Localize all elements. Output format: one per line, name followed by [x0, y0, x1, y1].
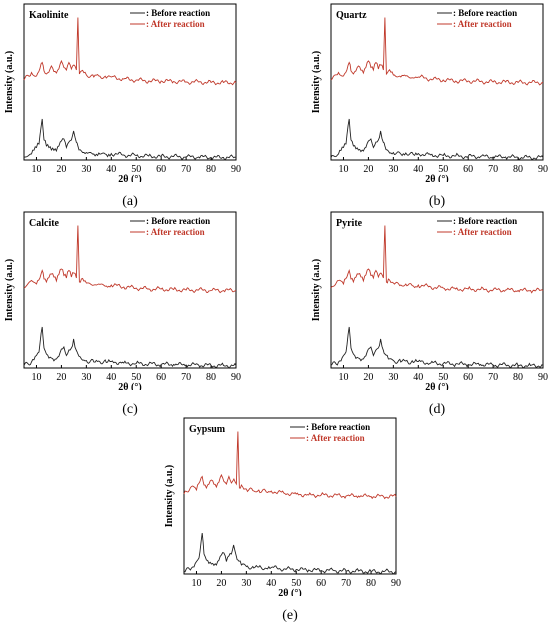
x-tick-label: 90	[231, 372, 241, 383]
panel-title: Calcite	[29, 218, 60, 229]
chart-panel-e: 10 20 30 40 50 60 70 80 90 2θ (°) Intensity (a.u.)…	[160, 414, 403, 601]
series-before-reaction	[23, 326, 237, 369]
x-tick-label: 20	[363, 164, 373, 175]
x-tick-label: 10	[31, 372, 41, 383]
x-tick-label: 70	[488, 164, 498, 175]
x-tick-label: 80	[513, 372, 523, 383]
legend-label: : Before reaction	[146, 216, 210, 226]
x-tick-label: 50	[438, 164, 448, 175]
panel-caption: (a)	[122, 194, 138, 209]
x-tick-label: 90	[391, 578, 401, 589]
x-tick-label: 30	[388, 164, 398, 175]
x-tick-label: 10	[191, 578, 201, 589]
x-tick-label: 80	[513, 164, 523, 175]
x-tick-label: 40	[413, 372, 423, 383]
chart-panel-d: 10 20 30 40 50 60 70 80 90 2θ (°) Intensity (a.u.)…	[307, 208, 550, 395]
x-axis-label: 2θ (°)	[425, 174, 448, 182]
y-axis-label: Intensity (a.u.)	[4, 51, 15, 114]
x-tick-label: 50	[291, 578, 301, 589]
x-tick-label: 20	[216, 578, 226, 589]
x-axis-label: 2θ (°)	[118, 382, 141, 390]
series-after-reaction	[330, 17, 544, 86]
x-tick-label: 10	[338, 372, 348, 383]
x-tick-label: 40	[266, 578, 276, 589]
legend-label: : Before reaction	[146, 8, 210, 18]
legend-label: : After reaction	[146, 19, 205, 29]
panel-title: Kaolinite	[29, 10, 69, 21]
panel-caption: (b)	[428, 194, 446, 209]
panel-caption: (c)	[122, 402, 138, 417]
x-tick-label: 90	[538, 372, 548, 383]
x-tick-label: 20	[363, 372, 373, 383]
legend-label: : After reaction	[146, 227, 205, 237]
legend-label: : Before reaction	[306, 422, 370, 432]
chart-panel-b: 10 20 30 40 50 60 70 80 90 2θ (°) Intensity (a.u.)…	[307, 0, 550, 187]
x-tick-label: 60	[156, 372, 166, 383]
series-before-reaction	[330, 118, 544, 161]
series-before-reaction	[23, 118, 237, 161]
x-tick-label: 20	[56, 164, 66, 175]
panel-title: Gypsum	[189, 424, 226, 435]
x-tick-label: 30	[81, 164, 91, 175]
plot-frame	[23, 211, 237, 369]
x-tick-label: 70	[341, 578, 351, 589]
chart-svg: 10 20 30 40 50 60 70 80 90 2θ (°) Intensity (a.u.)…	[164, 417, 401, 599]
x-tick-label: 10	[31, 164, 41, 175]
series-after-reaction	[183, 431, 397, 500]
x-tick-label: 70	[488, 372, 498, 383]
x-tick-label: 90	[538, 164, 548, 175]
plot-frame	[330, 3, 544, 161]
chart-svg: 10 20 30 40 50 60 70 80 90 2θ (°) Intensity (a.u.)…	[311, 3, 548, 185]
legend-label: : Before reaction	[453, 8, 517, 18]
series-after-reaction	[330, 225, 544, 294]
x-tick-label: 70	[181, 372, 191, 383]
x-tick-label: 50	[131, 164, 141, 175]
panel-title: Pyrite	[336, 218, 363, 229]
series-before-reaction	[183, 532, 397, 575]
chart-panel-c: 10 20 30 40 50 60 70 80 90 2θ (°) Intensity (a.u.)…	[0, 208, 243, 395]
x-tick-label: 60	[316, 578, 326, 589]
series-after-reaction	[23, 225, 237, 294]
panel-caption: (d)	[428, 402, 446, 417]
legend-label: : After reaction	[306, 433, 365, 443]
y-axis-label: Intensity (a.u.)	[311, 51, 322, 114]
x-tick-label: 60	[156, 164, 166, 175]
x-tick-label: 60	[463, 372, 473, 383]
x-tick-label: 30	[241, 578, 251, 589]
x-tick-label: 40	[413, 164, 423, 175]
x-axis-label: 2θ (°)	[118, 174, 141, 182]
x-tick-label: 50	[131, 372, 141, 383]
y-axis-label: Intensity (a.u.)	[4, 259, 15, 322]
series-after-reaction	[23, 17, 237, 86]
series-before-reaction	[330, 326, 544, 369]
x-tick-label: 40	[106, 372, 116, 383]
panel-title: Quartz	[336, 10, 367, 21]
chart-panel-a: 10 20 30 40 50 60 70 80 90 2θ (°) Intensity (a.u.)…	[0, 0, 243, 187]
x-tick-label: 90	[231, 164, 241, 175]
chart-svg: 10 20 30 40 50 60 70 80 90 2θ (°) Intensity (a.u.)…	[311, 211, 548, 393]
x-axis-label: 2θ (°)	[425, 382, 448, 390]
chart-svg: 10 20 30 40 50 60 70 80 90 2θ (°) Intensity (a.u.)…	[4, 211, 241, 393]
x-tick-label: 80	[366, 578, 376, 589]
x-tick-label: 20	[56, 372, 66, 383]
legend-label: : Before reaction	[453, 216, 517, 226]
x-axis-label: 2θ (°)	[278, 588, 301, 596]
x-tick-label: 30	[388, 372, 398, 383]
y-axis-label: Intensity (a.u.)	[311, 259, 322, 322]
x-tick-label: 40	[106, 164, 116, 175]
legend-label: : After reaction	[453, 19, 512, 29]
y-axis-label: Intensity (a.u.)	[164, 465, 175, 528]
x-tick-label: 50	[438, 372, 448, 383]
x-tick-label: 60	[463, 164, 473, 175]
x-tick-label: 10	[338, 164, 348, 175]
legend-label: : After reaction	[453, 227, 512, 237]
x-tick-label: 70	[181, 164, 191, 175]
x-tick-label: 30	[81, 372, 91, 383]
chart-svg: 10 20 30 40 50 60 70 80 90 2θ (°) Intensity (a.u.)…	[4, 3, 241, 185]
panel-caption: (e)	[282, 608, 298, 623]
x-tick-label: 80	[206, 164, 216, 175]
x-tick-label: 80	[206, 372, 216, 383]
